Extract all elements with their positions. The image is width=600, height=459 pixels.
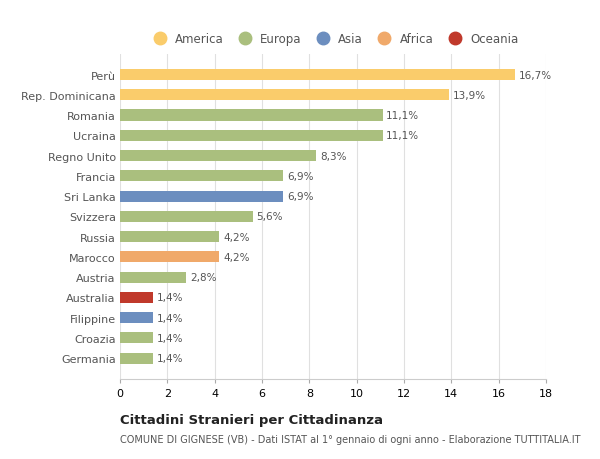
Bar: [120, 252, 220, 263]
Text: 6,9%: 6,9%: [287, 172, 313, 181]
Text: 8,3%: 8,3%: [320, 151, 346, 161]
Text: 11,1%: 11,1%: [386, 131, 419, 141]
Text: 1,4%: 1,4%: [157, 313, 183, 323]
Text: COMUNE DI GIGNESE (VB) - Dati ISTAT al 1° gennaio di ogni anno - Elaborazione TU: COMUNE DI GIGNESE (VB) - Dati ISTAT al 1…: [120, 434, 581, 444]
Bar: [120, 292, 153, 303]
Bar: [120, 333, 153, 344]
Legend: America, Europa, Asia, Africa, Oceania: America, Europa, Asia, Africa, Oceania: [143, 28, 523, 51]
Bar: [120, 70, 515, 81]
Bar: [120, 353, 153, 364]
Text: 13,9%: 13,9%: [452, 90, 485, 101]
Bar: [120, 171, 283, 182]
Text: 6,9%: 6,9%: [287, 192, 313, 202]
Text: 1,4%: 1,4%: [157, 293, 183, 303]
Bar: [120, 90, 449, 101]
Text: 11,1%: 11,1%: [386, 111, 419, 121]
Bar: [120, 110, 383, 121]
Bar: [120, 191, 283, 202]
Text: 1,4%: 1,4%: [157, 333, 183, 343]
Bar: [120, 130, 383, 141]
Text: 16,7%: 16,7%: [519, 70, 552, 80]
Bar: [120, 211, 253, 223]
Bar: [120, 313, 153, 324]
Bar: [120, 231, 220, 243]
Bar: [120, 151, 316, 162]
Text: 1,4%: 1,4%: [157, 353, 183, 364]
Text: 5,6%: 5,6%: [256, 212, 283, 222]
Text: 4,2%: 4,2%: [223, 232, 250, 242]
Bar: [120, 272, 186, 283]
Text: Cittadini Stranieri per Cittadinanza: Cittadini Stranieri per Cittadinanza: [120, 413, 383, 426]
Text: 2,8%: 2,8%: [190, 273, 217, 283]
Text: 4,2%: 4,2%: [223, 252, 250, 262]
